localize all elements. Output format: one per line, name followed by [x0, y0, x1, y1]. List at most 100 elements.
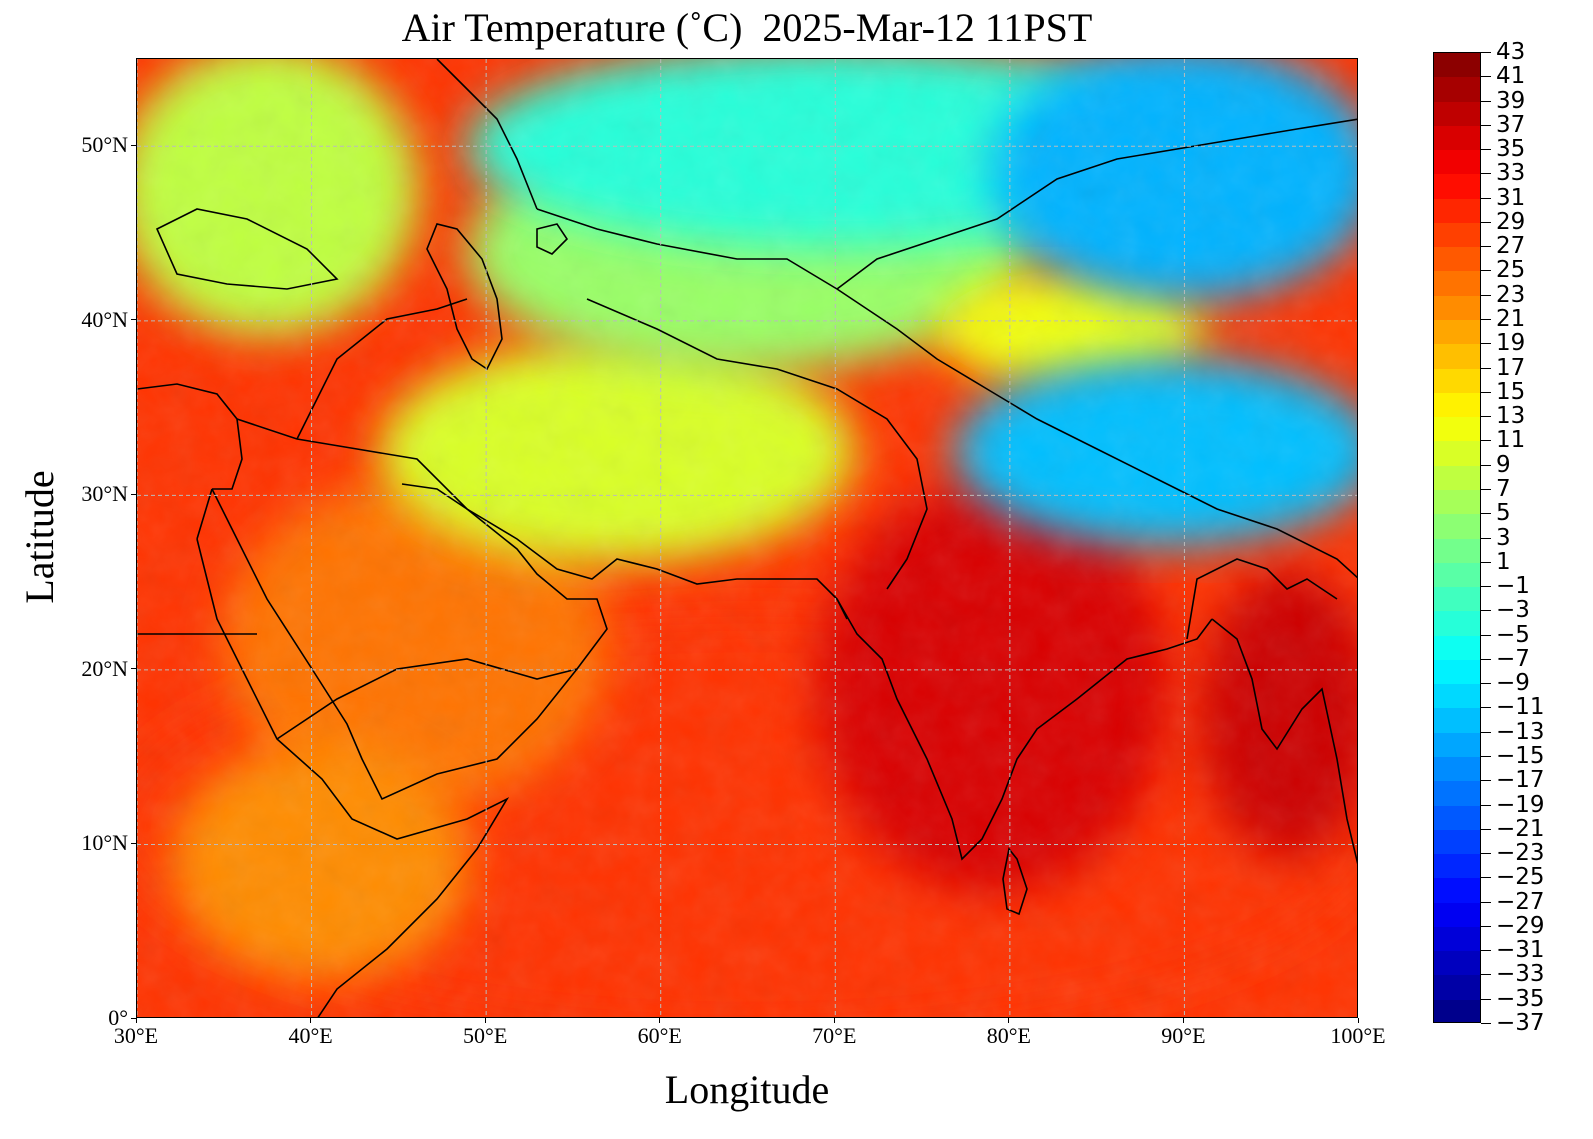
colorbar-tick-label: −29: [1496, 912, 1545, 939]
colorbar-segment: [1434, 829, 1480, 855]
colorbar-tick-label: 23: [1496, 281, 1526, 308]
x-tick-label: 30°E: [113, 1023, 159, 1048]
colorbar-tick-label: −9: [1496, 670, 1530, 697]
colorbar-tick-mark: [1481, 901, 1491, 903]
colorbar-segment: [1434, 805, 1480, 831]
colorbar-tick-mark: [1481, 658, 1491, 660]
colorbar-tick-mark: [1481, 780, 1491, 782]
colorbar-tick-mark: [1481, 52, 1491, 53]
aral-sea: [536, 223, 569, 255]
colorbar-segment: [1434, 125, 1480, 151]
colorbar-tick-label: 25: [1496, 257, 1526, 284]
x-tick-mark: [1182, 1018, 1184, 1023]
colorbar-tick-mark: [1481, 440, 1491, 442]
y-tick-label: 50°N: [81, 132, 128, 158]
graticule: [137, 59, 1357, 1017]
colorbar: [1433, 52, 1481, 1023]
colorbar-tick-mark: [1481, 634, 1491, 636]
colorbar-tick-mark: [1481, 731, 1491, 733]
colorbar-tick-mark: [1481, 343, 1491, 345]
colorbar-segment: [1434, 198, 1480, 224]
colorbar-tick-label: −23: [1496, 840, 1545, 867]
colorbar-segment: [1434, 174, 1480, 200]
x-tick-mark: [659, 1018, 661, 1023]
colorbar-tick-label: 39: [1496, 87, 1526, 114]
colorbar-segment: [1434, 926, 1480, 952]
colorbar-tick-mark: [1481, 586, 1491, 588]
y-tick-mark: [131, 842, 136, 844]
colorbar-tick-mark: [1481, 828, 1491, 830]
colorbar-segment: [1434, 878, 1480, 904]
sri-lanka: [1002, 847, 1028, 916]
colorbar-tick-label: −15: [1496, 742, 1545, 769]
border-5: [236, 418, 468, 510]
y-axis-label: Latitude: [17, 470, 62, 604]
colorbar-segment: [1434, 320, 1480, 345]
colorbar-tick-label: 7: [1496, 475, 1511, 502]
colorbar-segment: [1434, 222, 1480, 248]
colorbar-segment: [1434, 635, 1480, 661]
colorbar-segment: [1434, 344, 1480, 370]
arabian-peninsula-coastline: [211, 483, 608, 801]
x-tick-mark: [1008, 1018, 1010, 1023]
colorbar-tick-mark: [1481, 173, 1491, 175]
caspian-sea: [426, 223, 503, 371]
colorbar-segment: [1434, 562, 1480, 588]
colorbar-tick-label: 11: [1496, 427, 1526, 454]
colorbar-tick-mark: [1481, 925, 1491, 927]
colorbar-segment: [1434, 417, 1480, 442]
colorbar-tick-label: 43: [1496, 39, 1526, 65]
colorbar-tick-mark: [1481, 246, 1491, 248]
colorbar-tick-label: −19: [1496, 791, 1545, 818]
colorbar-tick-label: 37: [1496, 111, 1526, 138]
x-tick-mark: [310, 1018, 312, 1023]
y-tick-label: 40°N: [81, 306, 128, 332]
colorbar-segment: [1434, 538, 1480, 564]
colorbar-segment: [1434, 514, 1480, 540]
colorbar-tick-label: 41: [1496, 63, 1526, 90]
colorbar-segment: [1434, 854, 1480, 879]
map-plot-area: [136, 58, 1358, 1018]
black-sea: [155, 208, 339, 290]
colorbar-tick-label: −7: [1496, 645, 1530, 672]
colorbar-tick-label: 29: [1496, 208, 1526, 235]
colorbar-tick-mark: [1481, 391, 1491, 393]
colorbar-segment: [1434, 441, 1480, 467]
temperature-field: [137, 59, 1357, 1017]
colorbar-tick-label: −21: [1496, 815, 1545, 842]
colorbar-segment: [1434, 902, 1480, 928]
x-tick-mark: [833, 1018, 835, 1023]
bay-of-bengal-east-coast: [1211, 618, 1357, 865]
colorbar-segment: [1434, 708, 1480, 734]
colorbar-tick-mark: [1481, 610, 1491, 612]
colorbar-tick-mark: [1481, 367, 1491, 369]
colorbar-segment: [1434, 781, 1480, 807]
colorbar-tick-label: 27: [1496, 233, 1526, 260]
colorbar-tick-label: 13: [1496, 403, 1526, 430]
colorbar-tick-label: 19: [1496, 330, 1526, 357]
colorbar-tick-mark: [1481, 100, 1491, 102]
colorbar-segment: [1434, 732, 1480, 758]
y-tick-mark: [131, 319, 136, 321]
colorbar-tick-label: 17: [1496, 354, 1526, 381]
x-tick-label: 100°E: [1330, 1023, 1386, 1048]
border-1: [536, 208, 1357, 579]
colorbar-tick-label: −35: [1496, 985, 1545, 1012]
colorbar-tick-mark: [1481, 319, 1491, 321]
x-tick-mark: [1357, 1018, 1359, 1023]
y-tick-label: 30°N: [81, 481, 128, 507]
x-tick-label: 60°E: [637, 1023, 682, 1048]
colorbar-tick-mark: [1481, 294, 1491, 296]
y-tick-mark: [131, 493, 136, 495]
colorbar-segment: [1434, 295, 1480, 321]
border-2: [586, 298, 928, 590]
colorbar-tick-label: −17: [1496, 767, 1545, 794]
colorbar-tick-mark: [1481, 998, 1491, 1000]
colorbar-tick-mark: [1481, 197, 1491, 199]
colorbar-tick-mark: [1481, 950, 1491, 952]
x-axis-label: Longitude: [664, 1067, 830, 1112]
colorbar-segment: [1434, 465, 1480, 491]
colorbar-segment: [1434, 587, 1480, 612]
colorbar-tick-label: −37: [1496, 1010, 1545, 1036]
colorbar-segment: [1434, 684, 1480, 710]
